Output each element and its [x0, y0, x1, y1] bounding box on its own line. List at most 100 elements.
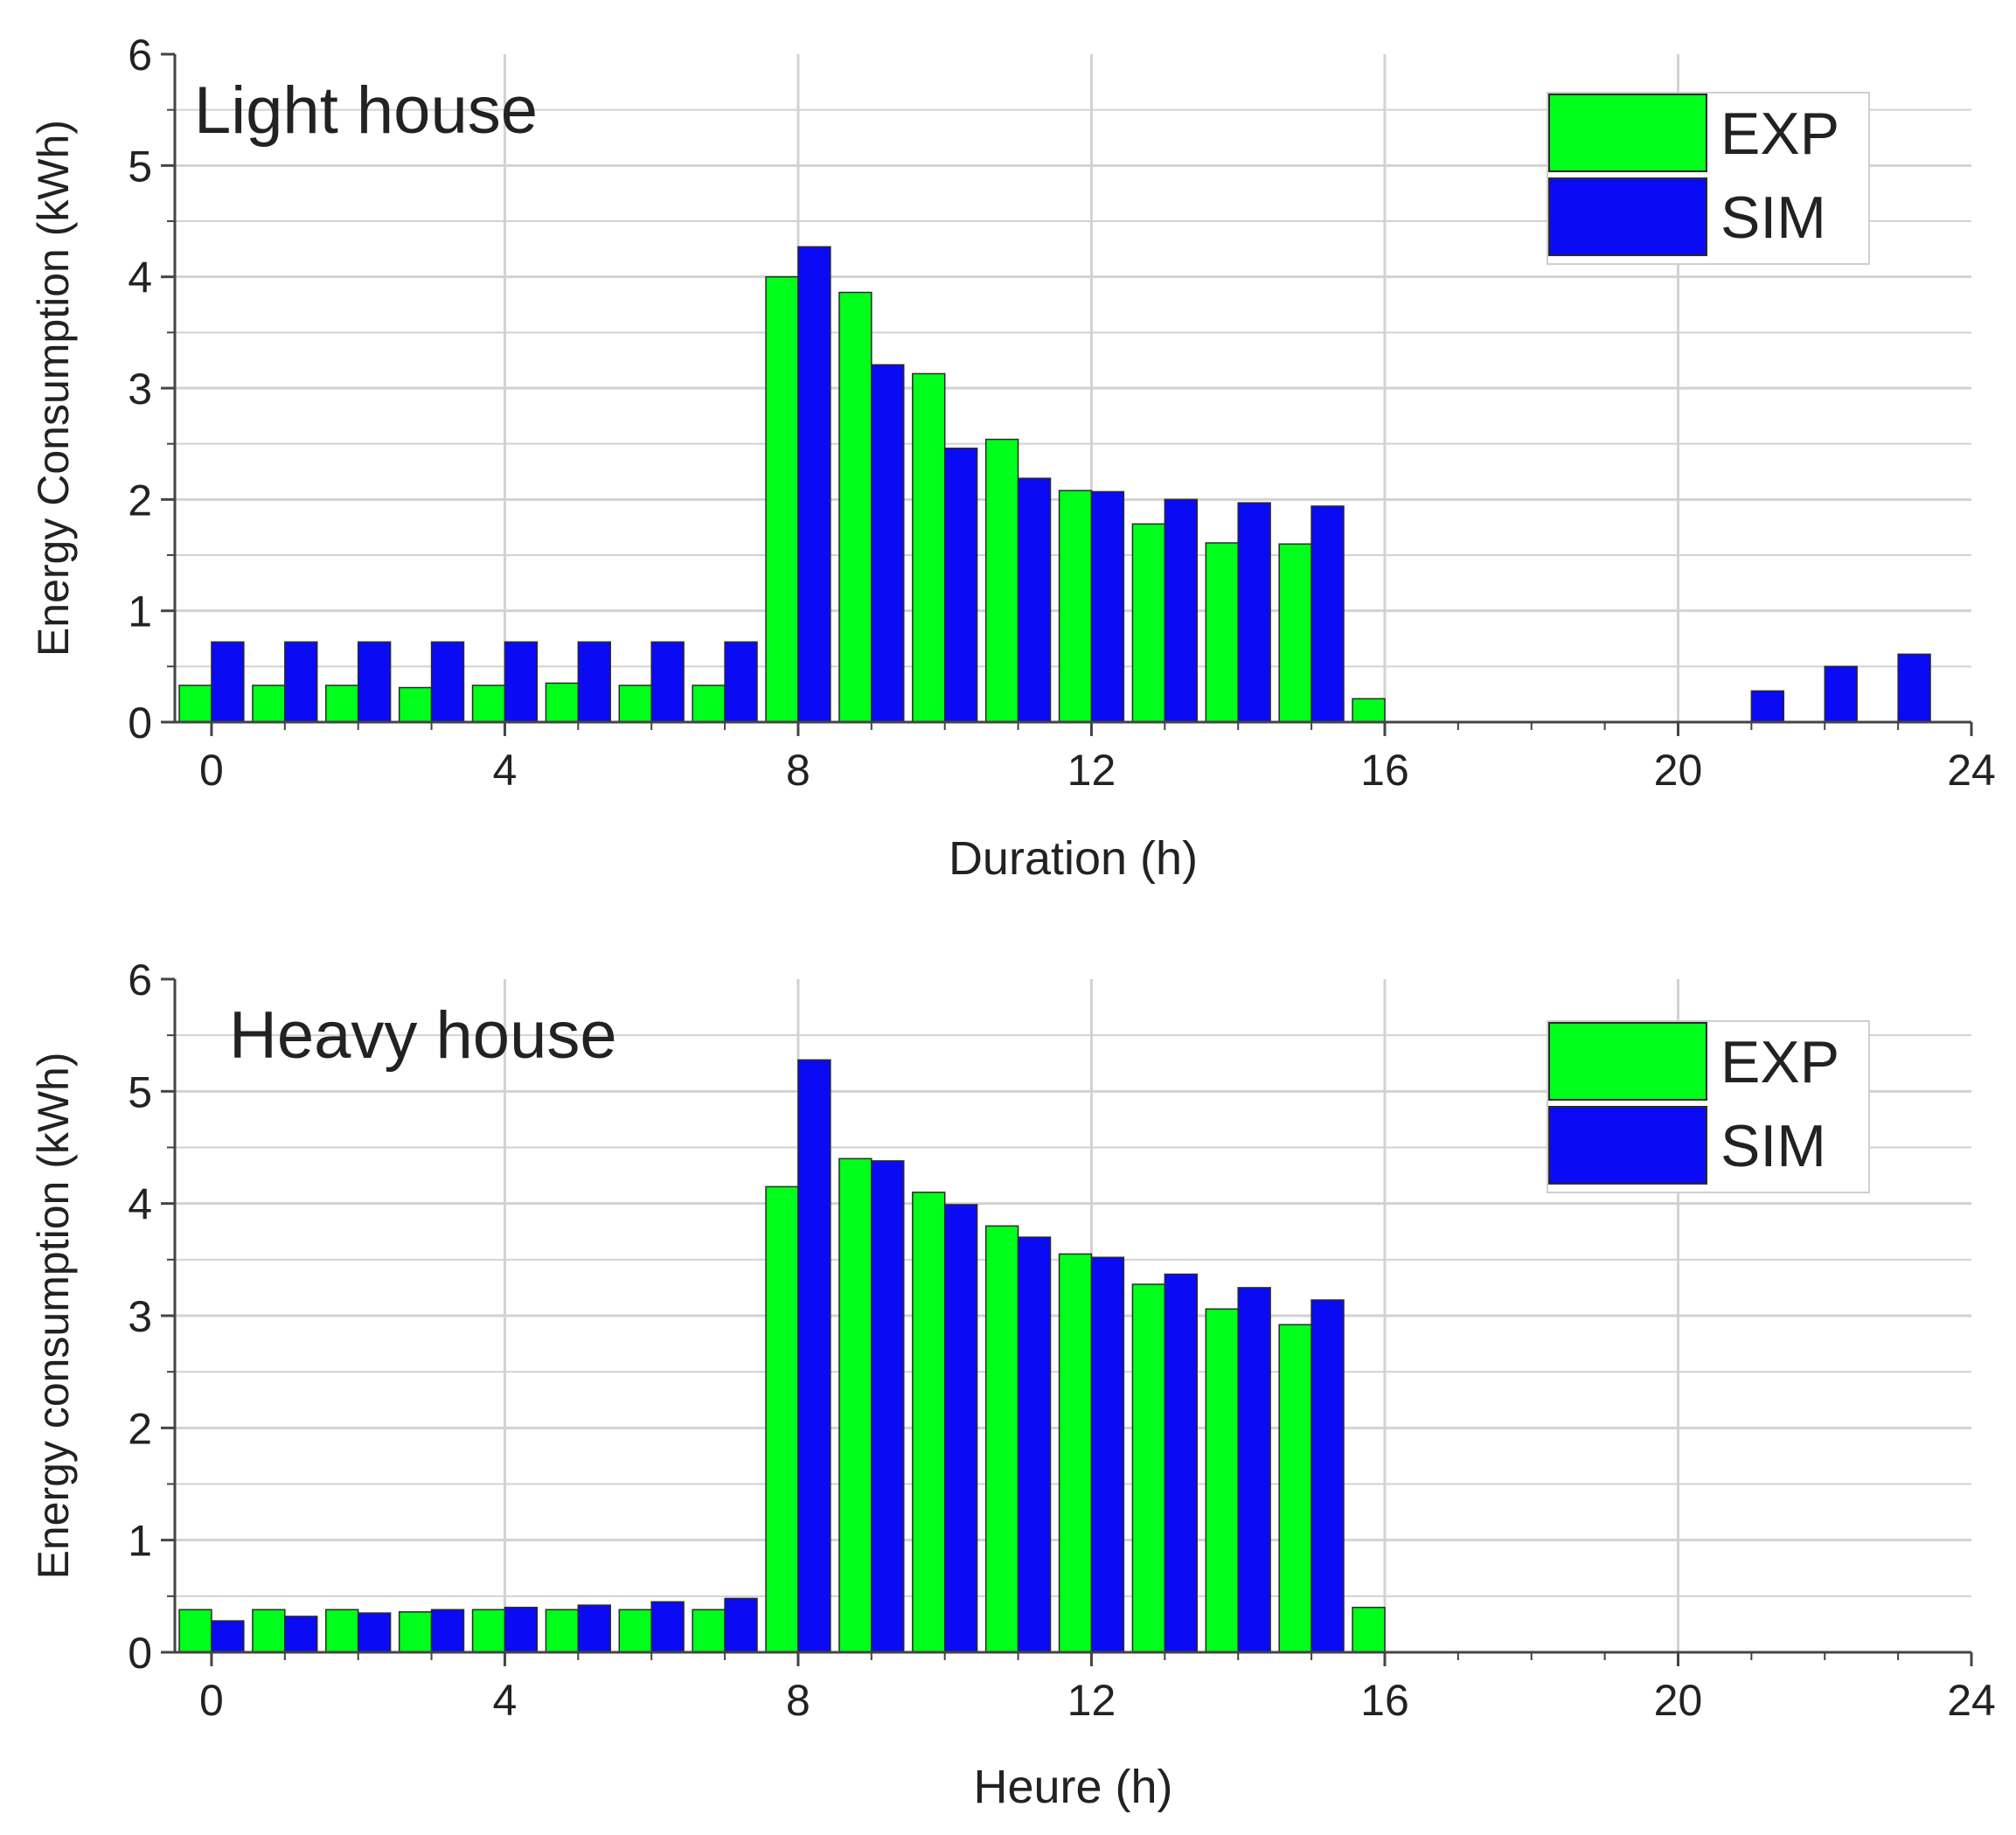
- bar-sim-h11: [1017, 477, 1052, 723]
- bar-exp-h11: [984, 1225, 1019, 1653]
- bar-exp-h1: [252, 1609, 286, 1653]
- bar-exp-h2: [325, 1609, 359, 1653]
- bar-sim-h22: [1824, 665, 1858, 723]
- bar-exp-h13: [1131, 523, 1166, 723]
- bar-exp-h0: [178, 1609, 212, 1653]
- y-tick-label: 4: [128, 1180, 152, 1229]
- bar-sim-h11: [1017, 1236, 1052, 1653]
- y-axis-title: Energy Consumption (kWh): [29, 120, 78, 657]
- y-tick-label: 5: [128, 1067, 152, 1116]
- y-tick-label: 5: [128, 142, 152, 191]
- y-tick-label: 4: [128, 254, 152, 302]
- bar-exp-h16: [1352, 698, 1386, 723]
- y-axis-title: Energy consumption (kWh): [29, 1052, 78, 1579]
- x-tick-label: 8: [786, 746, 810, 795]
- bar-sim-h12: [1090, 1256, 1125, 1653]
- bar-sim-h1: [284, 641, 318, 723]
- bar-exp-h0: [178, 685, 212, 723]
- bar-sim-h8: [797, 1059, 831, 1653]
- x-tick-label: 0: [199, 746, 224, 795]
- y-tick-label: 1: [128, 1517, 152, 1566]
- bar-sim-h5: [577, 1604, 611, 1653]
- legend: EXP SIM: [1547, 92, 1870, 265]
- bar-exp-h4: [471, 1609, 506, 1653]
- legend-label-sim: SIM: [1721, 1113, 1826, 1179]
- bar-sim-h10: [943, 448, 978, 723]
- bar-sim-h0: [211, 1620, 245, 1653]
- chart-title: Light house: [194, 73, 538, 148]
- bar-exp-h15: [1278, 543, 1312, 723]
- bar-sim-h15: [1310, 1299, 1345, 1653]
- legend-swatch-sim: [1548, 1106, 1707, 1185]
- y-tick-label: 6: [128, 31, 152, 80]
- bar-sim-h4: [504, 1606, 539, 1653]
- bar-exp-h7: [692, 1609, 726, 1653]
- bar-sim-h23: [1897, 653, 1931, 723]
- bar-sim-h2: [357, 641, 392, 723]
- bar-sim-h14: [1237, 502, 1271, 723]
- bar-exp-h8: [765, 275, 799, 723]
- legend-swatch-exp: [1548, 94, 1707, 172]
- bar-sim-h6: [650, 641, 685, 723]
- bar-exp-h2: [325, 685, 359, 723]
- bar-exp-h11: [984, 438, 1019, 723]
- bar-exp-h16: [1352, 1606, 1386, 1653]
- x-tick-label: 16: [1360, 746, 1409, 795]
- legend-label-exp: EXP: [1721, 1029, 1839, 1095]
- bar-sim-h6: [650, 1601, 685, 1653]
- y-tick-label: 2: [128, 1404, 152, 1453]
- bar-exp-h10: [912, 372, 946, 723]
- bar-sim-h13: [1164, 498, 1199, 723]
- x-tick-label: 12: [1067, 746, 1116, 795]
- y-tick-label: 3: [128, 1292, 152, 1341]
- bar-exp-h10: [912, 1192, 946, 1653]
- bar-sim-h14: [1237, 1287, 1271, 1653]
- bar-sim-h9: [871, 364, 905, 723]
- bar-exp-h5: [545, 682, 580, 723]
- bar-sim-h0: [211, 641, 245, 723]
- y-tick-label: 6: [128, 956, 152, 1004]
- bar-sim-h12: [1090, 490, 1125, 723]
- x-tick-label: 20: [1654, 1676, 1703, 1725]
- bar-exp-h6: [618, 685, 652, 723]
- x-tick-label: 12: [1067, 1676, 1116, 1725]
- bar-exp-h8: [765, 1185, 799, 1653]
- bar-exp-h15: [1278, 1324, 1312, 1653]
- bar-exp-h9: [838, 291, 872, 723]
- x-tick-label: 8: [786, 1676, 810, 1725]
- bar-sim-h15: [1310, 505, 1345, 723]
- y-tick-label: 1: [128, 587, 152, 636]
- x-tick-label: 0: [199, 1676, 224, 1725]
- legend-swatch-exp: [1548, 1022, 1707, 1101]
- bar-exp-h13: [1131, 1283, 1166, 1653]
- x-tick-label: 24: [1947, 746, 1996, 795]
- legend: EXP SIM: [1547, 1020, 1870, 1193]
- bar-sim-h8: [797, 246, 831, 723]
- x-tick-label: 4: [493, 746, 518, 795]
- y-tick-label: 0: [128, 699, 152, 747]
- bar-exp-h5: [545, 1609, 580, 1653]
- bar-sim-h7: [724, 641, 758, 723]
- chart-title: Heavy house: [229, 998, 617, 1073]
- x-axis-title: Duration (h): [949, 832, 1198, 885]
- bar-sim-h9: [871, 1160, 905, 1653]
- bar-exp-h1: [252, 685, 286, 723]
- bar-exp-h12: [1058, 490, 1093, 723]
- y-tick-label: 2: [128, 476, 152, 525]
- bar-exp-h6: [618, 1609, 652, 1653]
- legend-label-sim: SIM: [1721, 184, 1826, 251]
- bar-sim-h10: [943, 1204, 978, 1653]
- bar-exp-h3: [398, 1611, 433, 1653]
- bar-sim-h7: [724, 1597, 758, 1653]
- legend-label-exp: EXP: [1721, 101, 1839, 167]
- bar-sim-h3: [430, 641, 465, 723]
- bar-sim-h13: [1164, 1273, 1199, 1653]
- bar-exp-h7: [692, 685, 726, 723]
- x-axis-title: Heure (h): [973, 1761, 1172, 1813]
- x-tick-label: 4: [493, 1676, 518, 1725]
- x-tick-label: 24: [1947, 1676, 1996, 1725]
- legend-swatch-sim: [1548, 177, 1707, 256]
- x-tick-label: 20: [1654, 746, 1703, 795]
